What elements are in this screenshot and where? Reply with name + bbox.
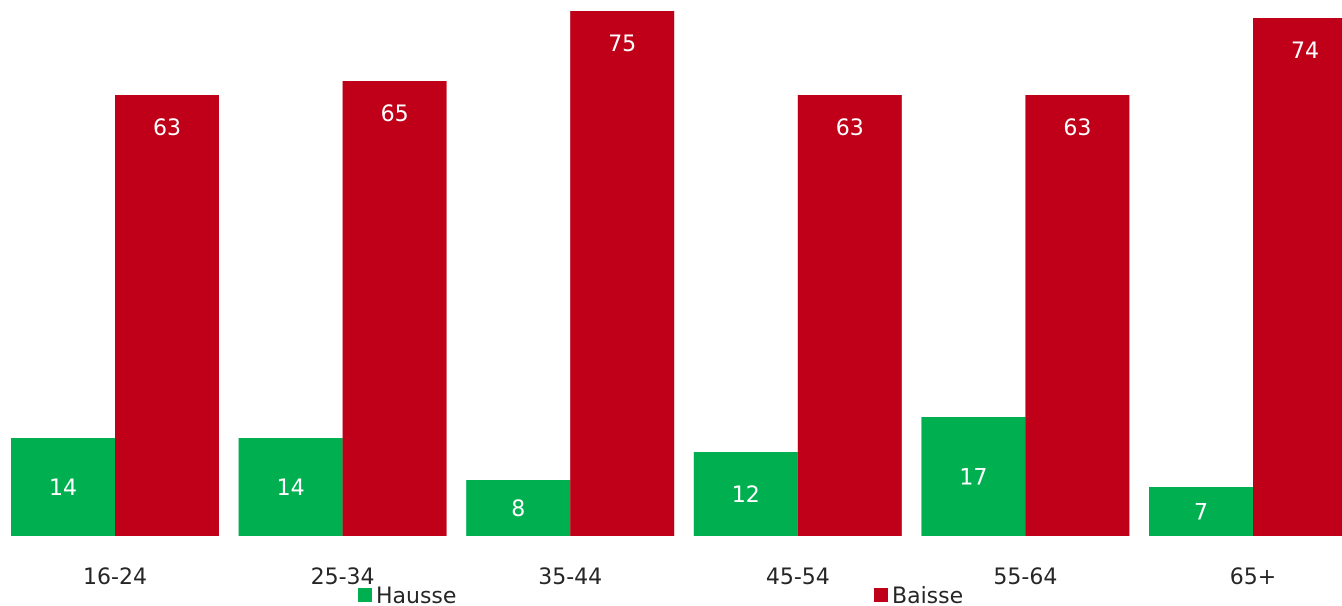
data-labels-layer: 14 63 14 65 8 75 12 63 17 63 7 74 bbox=[49, 32, 1319, 526]
bar-hausse-16-24 bbox=[11, 438, 115, 536]
x-tick-label-45-54: 45-54 bbox=[766, 565, 830, 590]
bar-baisse-35-44 bbox=[570, 11, 675, 536]
data-label-baisse-25-34: 65 bbox=[381, 102, 409, 127]
x-tick-label-65+: 65+ bbox=[1230, 565, 1276, 590]
bars-layer bbox=[11, 11, 1342, 536]
bar-hausse-25-34 bbox=[238, 438, 343, 536]
legend-label-baisse: Baisse bbox=[892, 584, 963, 606]
x-tick-label-55-64: 55-64 bbox=[993, 565, 1057, 590]
bar-hausse-35-44 bbox=[466, 480, 571, 536]
data-label-baisse-35-44: 75 bbox=[608, 32, 636, 57]
legend-swatch-baisse bbox=[874, 588, 888, 602]
legend: Hausse Baisse bbox=[358, 584, 963, 606]
bar-baisse-65+ bbox=[1253, 18, 1342, 536]
data-label-hausse-55-64: 17 bbox=[959, 466, 987, 491]
x-tick-label-25-34: 25-34 bbox=[311, 565, 375, 590]
bar-baisse-45-54 bbox=[797, 95, 902, 536]
data-label-hausse-35-44: 8 bbox=[511, 497, 525, 522]
data-label-hausse-25-34: 14 bbox=[277, 476, 305, 501]
data-label-baisse-65+: 74 bbox=[1291, 39, 1319, 64]
bar-baisse-55-64 bbox=[1025, 95, 1130, 536]
data-label-baisse-55-64: 63 bbox=[1063, 116, 1091, 141]
data-label-hausse-16-24: 14 bbox=[49, 476, 77, 501]
bar-baisse-25-34 bbox=[342, 81, 447, 536]
bar-baisse-16-24 bbox=[115, 95, 219, 536]
legend-swatch-hausse bbox=[358, 588, 372, 602]
x-tick-label-16-24: 16-24 bbox=[83, 565, 147, 590]
bar-hausse-55-64 bbox=[921, 417, 1026, 536]
data-label-hausse-45-54: 12 bbox=[732, 483, 760, 508]
data-label-baisse-45-54: 63 bbox=[836, 116, 864, 141]
legend-label-hausse: Hausse bbox=[376, 584, 456, 606]
data-label-hausse-65+: 7 bbox=[1194, 501, 1208, 526]
bar-hausse-65+ bbox=[1149, 487, 1253, 536]
x-tick-label-35-44: 35-44 bbox=[538, 565, 602, 590]
bar-hausse-45-54 bbox=[693, 452, 798, 536]
data-label-baisse-16-24: 63 bbox=[153, 116, 181, 141]
x-axis-tick-labels: 16-24 25-34 35-44 45-54 55-64 65+ bbox=[83, 565, 1276, 590]
